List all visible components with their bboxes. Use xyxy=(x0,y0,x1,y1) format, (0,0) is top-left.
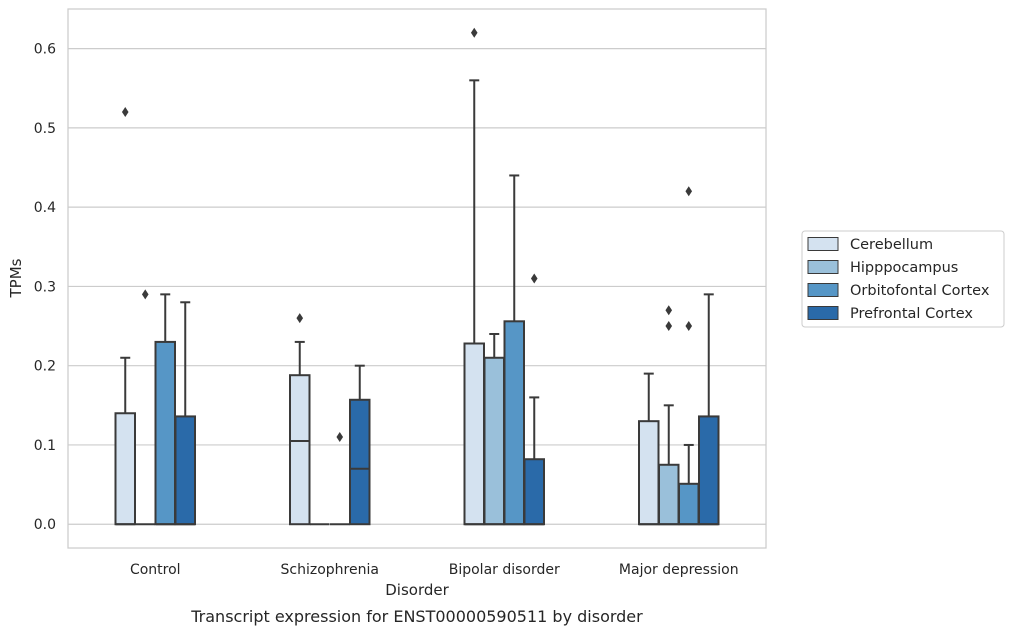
legend-label: Hipppocampus xyxy=(850,260,958,276)
outlier-point xyxy=(665,305,673,316)
box-series xyxy=(114,27,720,526)
outlier-point xyxy=(121,107,129,118)
plot-frame xyxy=(67,8,767,549)
legend-swatch xyxy=(807,283,839,297)
figure-caption: Transcript expression for ENST0000059051… xyxy=(190,607,643,626)
y-tick-labels: 0.0 0.1 0.2 0.3 0.4 0.5 0.6 xyxy=(34,42,56,534)
outlier-point xyxy=(685,321,693,332)
box-group xyxy=(503,174,525,526)
box xyxy=(678,482,700,526)
legend-swatch xyxy=(807,260,839,274)
y-tick-label: 0.4 xyxy=(34,200,56,216)
box xyxy=(523,458,545,526)
box-group xyxy=(349,364,371,526)
outlier-point xyxy=(141,289,149,300)
y-tick-label: 0.6 xyxy=(34,42,56,58)
box xyxy=(638,420,660,526)
box-group xyxy=(289,313,311,526)
y-tick-label: 0.5 xyxy=(34,121,56,137)
x-tick-labels: Control Schizophrenia Bipolar disorder Majo… xyxy=(130,562,739,578)
box xyxy=(349,398,371,526)
box xyxy=(114,412,136,526)
y-axis-label: TPMs xyxy=(7,258,25,298)
box-group xyxy=(174,301,196,526)
x-tick-label: Major depression xyxy=(619,562,739,578)
box xyxy=(698,415,720,526)
outlier-point xyxy=(470,27,478,38)
y-tick-label: 0.3 xyxy=(34,279,56,295)
x-tick-label: Bipolar disorder xyxy=(449,562,560,578)
box xyxy=(289,374,311,526)
box xyxy=(154,340,176,526)
box xyxy=(174,415,196,526)
legend: Cerebellum Hipppocampus Orbitofontal Corte… xyxy=(801,230,1005,328)
box-group xyxy=(114,107,136,526)
box xyxy=(658,463,680,526)
legend-label: Prefrontal Cortex xyxy=(850,306,973,322)
y-tick-label: 0.0 xyxy=(34,517,56,533)
legend-swatch xyxy=(807,237,839,251)
outlier-point xyxy=(296,313,304,324)
x-tick-label: Schizophrenia xyxy=(281,562,379,578)
box xyxy=(503,320,525,526)
box xyxy=(483,356,505,526)
outlier-point xyxy=(530,273,538,284)
y-tick-label: 0.2 xyxy=(34,359,56,375)
y-tick-label: 0.1 xyxy=(34,438,56,454)
box-group xyxy=(523,273,545,526)
legend-frame xyxy=(801,230,1005,328)
box-group xyxy=(698,293,720,526)
legend-swatch xyxy=(807,306,839,320)
legend-label: Cerebellum xyxy=(850,237,933,253)
legend-label: Orbitofontal Cortex xyxy=(850,283,990,299)
box-group xyxy=(330,432,350,526)
box-group xyxy=(483,332,505,526)
outlier-point xyxy=(685,186,693,197)
x-axis-label: Disorder xyxy=(385,581,449,599)
box xyxy=(463,342,485,526)
x-tick-label: Control xyxy=(130,562,181,578)
outlier-point xyxy=(665,321,673,332)
box-group xyxy=(135,289,155,526)
outlier-point xyxy=(336,432,344,443)
